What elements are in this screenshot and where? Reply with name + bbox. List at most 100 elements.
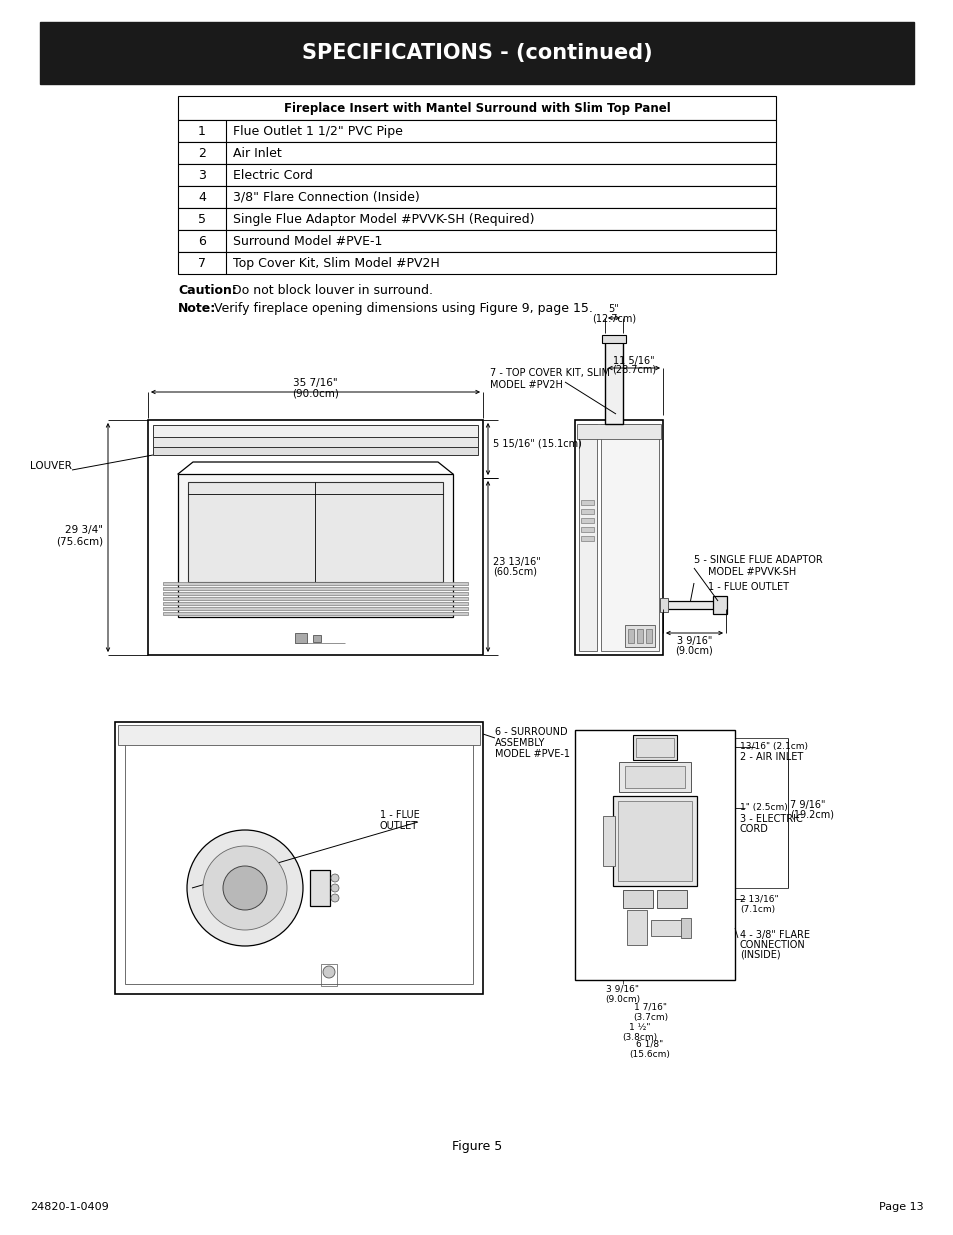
Bar	[575, 420, 662, 655]
Bar	[659, 598, 667, 613]
Text: 6: 6	[198, 235, 206, 247]
Text: 4: 4	[198, 190, 206, 204]
Text: 7 9/16": 7 9/16"	[789, 800, 824, 810]
Text: 1 - FLUE: 1 - FLUE	[379, 810, 419, 820]
Text: 1" (2.5cm): 1" (2.5cm)	[740, 803, 787, 811]
Bar	[152, 425, 477, 437]
Text: 13/16" (2.1cm): 13/16" (2.1cm)	[740, 742, 807, 751]
Bar	[604, 340, 622, 424]
Text: 3 - ELECTRIC: 3 - ELECTRIC	[740, 814, 801, 824]
Text: Page 13: Page 13	[879, 1202, 923, 1212]
Bar	[148, 420, 482, 655]
Bar	[163, 601, 468, 605]
Text: 5 - SINGLE FLUE ADAPTOR: 5 - SINGLE FLUE ADAPTOR	[693, 555, 821, 564]
Bar	[580, 509, 594, 514]
Bar	[624, 625, 655, 647]
Circle shape	[203, 846, 287, 930]
Text: (INSIDE): (INSIDE)	[740, 950, 780, 960]
Bar	[618, 762, 690, 792]
Bar	[163, 592, 468, 595]
Bar	[662, 601, 718, 609]
Text: 2 13/16": 2 13/16"	[740, 895, 778, 904]
Bar	[178, 207, 775, 230]
Text: Note:: Note:	[178, 303, 216, 315]
Bar	[163, 597, 468, 600]
Text: 3 9/16": 3 9/16"	[676, 636, 712, 646]
Bar	[712, 597, 726, 614]
Text: (9.0cm): (9.0cm)	[675, 646, 713, 656]
Bar	[680, 918, 690, 939]
Bar	[580, 500, 594, 505]
Bar	[627, 629, 634, 643]
Bar	[178, 142, 775, 164]
Bar	[163, 582, 468, 585]
Text: Fireplace Insert with Mantel Surround with Slim Top Panel: Fireplace Insert with Mantel Surround wi…	[283, 101, 670, 115]
Bar	[624, 766, 684, 788]
Bar	[163, 613, 468, 615]
Text: (12.7cm): (12.7cm)	[591, 312, 636, 324]
Bar	[295, 634, 307, 643]
Text: Electric Cord: Electric Cord	[233, 168, 313, 182]
Circle shape	[331, 894, 338, 902]
Text: (19.2cm): (19.2cm)	[789, 810, 833, 820]
Bar	[178, 186, 775, 207]
Text: (7.1cm): (7.1cm)	[740, 905, 774, 914]
Bar	[320, 965, 336, 986]
Circle shape	[187, 830, 303, 946]
Text: Flue Outlet 1 1/2" PVC Pipe: Flue Outlet 1 1/2" PVC Pipe	[233, 125, 402, 137]
Text: (75.6cm): (75.6cm)	[56, 536, 103, 547]
Text: Surround Model #PVE-1: Surround Model #PVE-1	[233, 235, 382, 247]
Text: CONNECTION: CONNECTION	[740, 940, 805, 950]
Text: LOUVER: LOUVER	[30, 461, 71, 471]
Bar	[178, 164, 775, 186]
Bar	[613, 797, 697, 885]
Text: (60.5cm): (60.5cm)	[493, 567, 537, 577]
Text: ASSEMBLY: ASSEMBLY	[495, 739, 545, 748]
Bar	[163, 606, 468, 610]
Text: Do not block louver in surround.: Do not block louver in surround.	[228, 284, 433, 296]
Bar	[314, 635, 321, 642]
Text: 2 - AIR INLET: 2 - AIR INLET	[740, 752, 802, 762]
Bar	[163, 587, 468, 590]
Circle shape	[223, 866, 267, 910]
Text: (9.0cm): (9.0cm)	[605, 995, 639, 1004]
Text: (28.7cm): (28.7cm)	[611, 366, 656, 375]
Text: 2: 2	[198, 147, 206, 159]
Bar	[178, 474, 453, 618]
Bar	[580, 517, 594, 522]
Bar	[645, 629, 651, 643]
Bar	[118, 725, 479, 745]
Text: 5: 5	[198, 212, 206, 226]
Bar	[601, 335, 625, 343]
Text: 1 7/16": 1 7/16"	[634, 1003, 667, 1011]
Text: (3.8cm): (3.8cm)	[621, 1032, 657, 1042]
Text: 6 - SURROUND: 6 - SURROUND	[495, 727, 567, 737]
Bar	[618, 802, 691, 881]
Text: 35 7/16": 35 7/16"	[293, 378, 337, 388]
Bar	[178, 230, 775, 252]
Text: Top Cover Kit, Slim Model #PV2H: Top Cover Kit, Slim Model #PV2H	[233, 257, 439, 269]
Text: 3 9/16": 3 9/16"	[606, 986, 639, 994]
Text: 1 ½": 1 ½"	[629, 1023, 650, 1032]
Bar	[602, 816, 615, 866]
Text: (90.0cm): (90.0cm)	[292, 388, 338, 398]
Text: MODEL #PV2H: MODEL #PV2H	[490, 380, 562, 390]
Bar	[115, 722, 482, 994]
Text: 5": 5"	[608, 304, 618, 314]
Bar	[152, 437, 477, 447]
Text: 3/8" Flare Connection (Inside): 3/8" Flare Connection (Inside)	[233, 190, 419, 204]
Bar	[657, 890, 686, 908]
Bar	[626, 910, 646, 945]
Text: 7: 7	[198, 257, 206, 269]
Text: 11 5/16": 11 5/16"	[613, 356, 654, 366]
Text: 4 - 3/8" FLARE: 4 - 3/8" FLARE	[740, 930, 809, 940]
Text: 23 13/16": 23 13/16"	[493, 557, 540, 567]
Text: 1: 1	[198, 125, 206, 137]
Text: CORD: CORD	[740, 824, 768, 834]
Bar	[633, 735, 677, 760]
Text: Caution:: Caution:	[178, 284, 236, 296]
Bar	[580, 527, 594, 532]
Text: SPECIFICATIONS - (continued): SPECIFICATIONS - (continued)	[301, 43, 652, 63]
Bar	[600, 424, 659, 651]
Text: 6 1/8": 6 1/8"	[636, 1040, 663, 1049]
